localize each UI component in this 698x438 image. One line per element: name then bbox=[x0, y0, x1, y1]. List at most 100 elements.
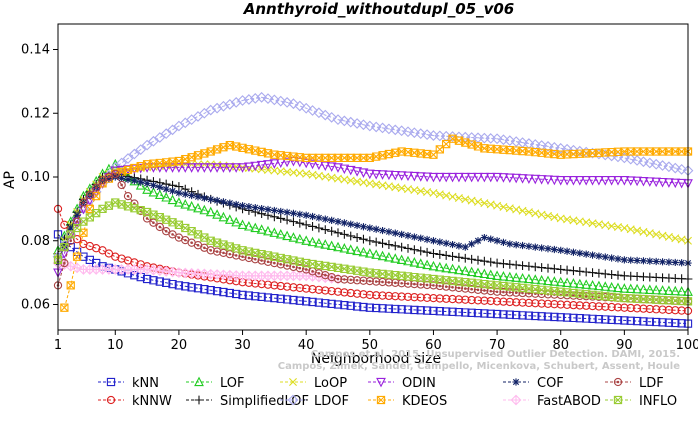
legend-item-knnw: kNNW bbox=[98, 394, 172, 409]
data-point-loop bbox=[607, 222, 616, 231]
data-point-knnw bbox=[569, 300, 578, 310]
data-point-loop bbox=[582, 218, 591, 227]
data-point-cof bbox=[359, 223, 368, 231]
data-point-knnw bbox=[276, 281, 285, 291]
data-point-cof bbox=[283, 208, 291, 216]
data-point-ldf bbox=[162, 227, 171, 236]
data-point-ldf bbox=[117, 180, 126, 190]
chart-title: Annthyroid_withoutdupl_05_v06 bbox=[243, 0, 515, 18]
y-tick-label: 0.12 bbox=[21, 106, 50, 121]
data-point-cof bbox=[550, 245, 558, 254]
data-point-knnw bbox=[384, 291, 394, 301]
data-point-odin bbox=[460, 172, 471, 183]
data-point-loop bbox=[283, 167, 292, 176]
data-point-simplifiedlof bbox=[352, 233, 362, 242]
data-point-ldf bbox=[448, 283, 457, 292]
data-point-odin bbox=[485, 172, 496, 183]
data-point-ldof bbox=[319, 109, 331, 121]
data-point-cof bbox=[480, 233, 488, 242]
data-point-cof bbox=[315, 214, 323, 222]
data-point-ldf bbox=[359, 276, 368, 285]
data-point-odin bbox=[479, 172, 490, 183]
data-point-lof bbox=[301, 235, 312, 245]
data-point-cof bbox=[620, 256, 628, 264]
data-point-ldof bbox=[288, 98, 299, 110]
data-point-odin bbox=[422, 172, 432, 183]
data-point-loop bbox=[372, 180, 381, 189]
data-point-odin bbox=[530, 174, 541, 185]
data-point-cof bbox=[448, 240, 457, 249]
data-point-lof bbox=[651, 284, 662, 295]
data-point-loop bbox=[423, 187, 432, 196]
data-point-simplifiedlof bbox=[454, 252, 464, 262]
data-point-ldof bbox=[135, 144, 147, 155]
data-point-loop bbox=[499, 202, 508, 211]
x-tick-label: 50 bbox=[362, 338, 379, 353]
data-point-cof bbox=[334, 218, 342, 226]
data-point-ldf bbox=[480, 286, 489, 295]
data-point-odin bbox=[549, 175, 560, 186]
data-point-knn bbox=[263, 293, 273, 302]
data-point-cof bbox=[442, 239, 450, 247]
x-tick-label: 10 bbox=[107, 338, 124, 353]
data-point-lof bbox=[333, 241, 343, 252]
data-point-lof bbox=[256, 224, 267, 234]
data-point-ldf bbox=[270, 258, 279, 268]
data-point-ldf bbox=[352, 276, 362, 285]
data-point-ldf bbox=[257, 256, 266, 265]
data-point-cof bbox=[238, 202, 247, 210]
data-point-cof bbox=[518, 241, 527, 250]
data-point-loop bbox=[486, 200, 495, 209]
legend-marker bbox=[106, 377, 116, 387]
data-point-ldof bbox=[402, 126, 414, 138]
data-point-knnw bbox=[340, 288, 349, 297]
data-point-knnw bbox=[505, 297, 514, 307]
data-point-ldf bbox=[219, 248, 228, 258]
data-point-knnw bbox=[512, 298, 521, 307]
legend-label: LOF bbox=[220, 376, 245, 391]
data-point-lof bbox=[269, 227, 280, 237]
data-point-ldof bbox=[657, 160, 668, 171]
data-point-simplifiedlof bbox=[556, 265, 566, 274]
data-point-knn bbox=[85, 255, 94, 265]
data-point-simplifiedlof bbox=[314, 223, 324, 233]
data-point-cof bbox=[366, 224, 374, 232]
data-point-simplifiedlof bbox=[575, 266, 585, 276]
data-point-cof bbox=[226, 199, 234, 207]
data-point-lof bbox=[543, 275, 553, 286]
series-line-inflo bbox=[57, 201, 689, 302]
data-point-knn bbox=[270, 293, 279, 303]
data-point-odin bbox=[384, 170, 394, 181]
data-point-loop bbox=[524, 208, 533, 217]
data-point-simplifiedlof bbox=[448, 251, 457, 261]
data-point-lof bbox=[142, 184, 152, 194]
data-point-ldf bbox=[486, 286, 495, 296]
data-point-loop bbox=[378, 181, 387, 190]
data-point-inflo bbox=[117, 200, 126, 209]
data-point-knn bbox=[206, 286, 215, 295]
legend-label: kNN bbox=[132, 376, 159, 391]
data-point-simplifiedlof bbox=[524, 261, 534, 271]
data-point-loop bbox=[435, 190, 444, 199]
data-point-knnw bbox=[626, 303, 635, 313]
data-point-ldof bbox=[249, 92, 261, 104]
data-point-ldf bbox=[111, 169, 120, 178]
data-point-ldof bbox=[663, 161, 675, 173]
data-point-knn bbox=[289, 295, 298, 305]
data-point-knnw bbox=[486, 296, 495, 306]
data-point-inflo bbox=[136, 206, 145, 215]
data-point-simplifiedlof bbox=[581, 267, 591, 277]
data-point-lof bbox=[231, 216, 242, 227]
y-tick-label: 0.06 bbox=[21, 298, 50, 313]
data-point-ldof bbox=[510, 136, 522, 147]
data-point-lof bbox=[320, 239, 331, 249]
data-point-lof bbox=[657, 285, 668, 295]
data-point-cof bbox=[270, 206, 278, 215]
data-point-odin bbox=[600, 176, 611, 186]
data-point-lof bbox=[638, 284, 649, 294]
data-point-odin bbox=[352, 167, 362, 177]
data-point-odin bbox=[625, 176, 636, 186]
data-point-ldf bbox=[372, 277, 381, 286]
data-point-simplifiedlof bbox=[390, 241, 400, 251]
data-point-ldof bbox=[338, 115, 350, 127]
